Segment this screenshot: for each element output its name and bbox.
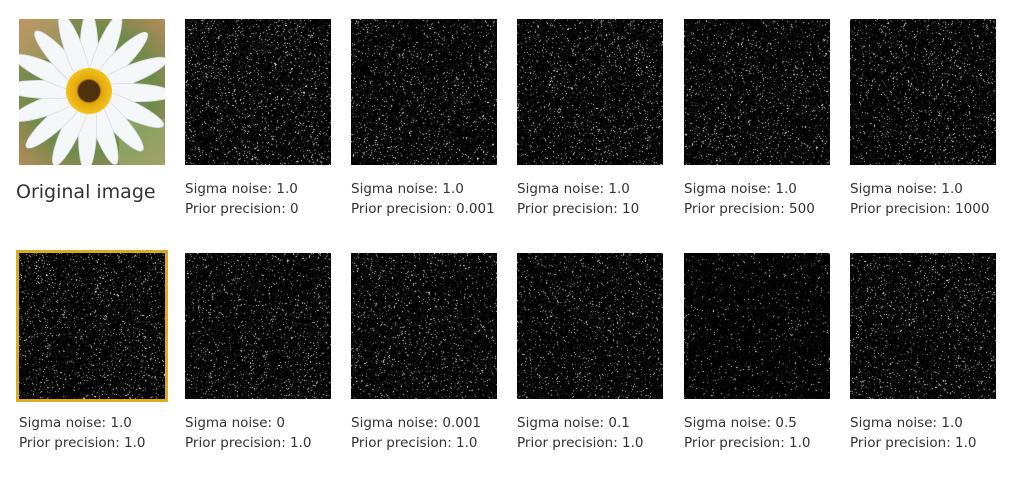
sigma-caption: Sigma noise: 1.0 [850,415,963,431]
prior-caption: Prior precision: 1.0 [850,435,977,451]
sigma-caption: Sigma noise: 1.0 [185,181,298,197]
caption-row1-3: Sigma noise: 1.0 Prior precision: 10 [517,179,639,219]
noise-tile-row2-3[interactable] [351,253,497,399]
sigma-caption: Sigma noise: 1.0 [684,181,797,197]
prior-caption: Prior precision: 1000 [850,201,990,217]
caption-row1-4: Sigma noise: 1.0 Prior precision: 500 [684,179,815,219]
prior-caption: Prior precision: 500 [684,201,815,217]
sigma-caption: Sigma noise: 0.1 [517,415,630,431]
original-image[interactable] [19,19,165,165]
prior-caption: Prior precision: 1.0 [517,435,644,451]
caption-row1-2: Sigma noise: 1.0 Prior precision: 0.001 [351,179,495,219]
noise-tile-row1-3[interactable] [517,19,663,165]
caption-row2-6: Sigma noise: 1.0 Prior precision: 1.0 [850,413,977,453]
prior-caption: Prior precision: 1.0 [19,435,146,451]
caption-row1-5: Sigma noise: 1.0 Prior precision: 1000 [850,179,989,219]
noise-tile-row2-4[interactable] [517,253,663,399]
caption-row2-4: Sigma noise: 0.1 Prior precision: 1.0 [517,413,644,453]
sigma-caption: Sigma noise: 0.5 [684,415,797,431]
prior-caption: Prior precision: 10 [517,201,640,217]
noise-tile-row1-2[interactable] [351,19,497,165]
noise-tile-row2-1-selected[interactable] [19,253,165,399]
noise-tile-row2-6[interactable] [850,253,996,399]
prior-caption: Prior precision: 1.0 [185,435,312,451]
sigma-caption: Sigma noise: 1.0 [517,181,630,197]
sigma-caption: Sigma noise: 0.001 [351,415,482,431]
caption-row2-3: Sigma noise: 0.001 Prior precision: 1.0 [351,413,481,453]
sigma-caption: Sigma noise: 1.0 [351,181,464,197]
sigma-caption: Sigma noise: 1.0 [19,415,132,431]
sigma-caption: Sigma noise: 0 [185,415,285,431]
prior-caption: Prior precision: 1.0 [351,435,478,451]
prior-caption: Prior precision: 0 [185,201,299,217]
prior-caption: Prior precision: 1.0 [684,435,811,451]
noise-tile-row2-5[interactable] [684,253,830,399]
prior-caption: Prior precision: 0.001 [351,201,495,217]
caption-row2-1: Sigma noise: 1.0 Prior precision: 1.0 [19,413,146,453]
noise-tile-row1-1[interactable] [185,19,331,165]
noise-tile-row2-2[interactable] [185,253,331,399]
caption-row2-2: Sigma noise: 0 Prior precision: 1.0 [185,413,312,453]
sigma-caption: Sigma noise: 1.0 [850,181,963,197]
daisy-flower-icon [19,19,165,165]
caption-row1-1: Sigma noise: 1.0 Prior precision: 0 [185,179,299,219]
noise-tile-row1-5[interactable] [850,19,996,165]
caption-row2-5: Sigma noise: 0.5 Prior precision: 1.0 [684,413,811,453]
original-image-label: Original image [16,181,156,203]
noise-tile-row1-4[interactable] [684,19,830,165]
